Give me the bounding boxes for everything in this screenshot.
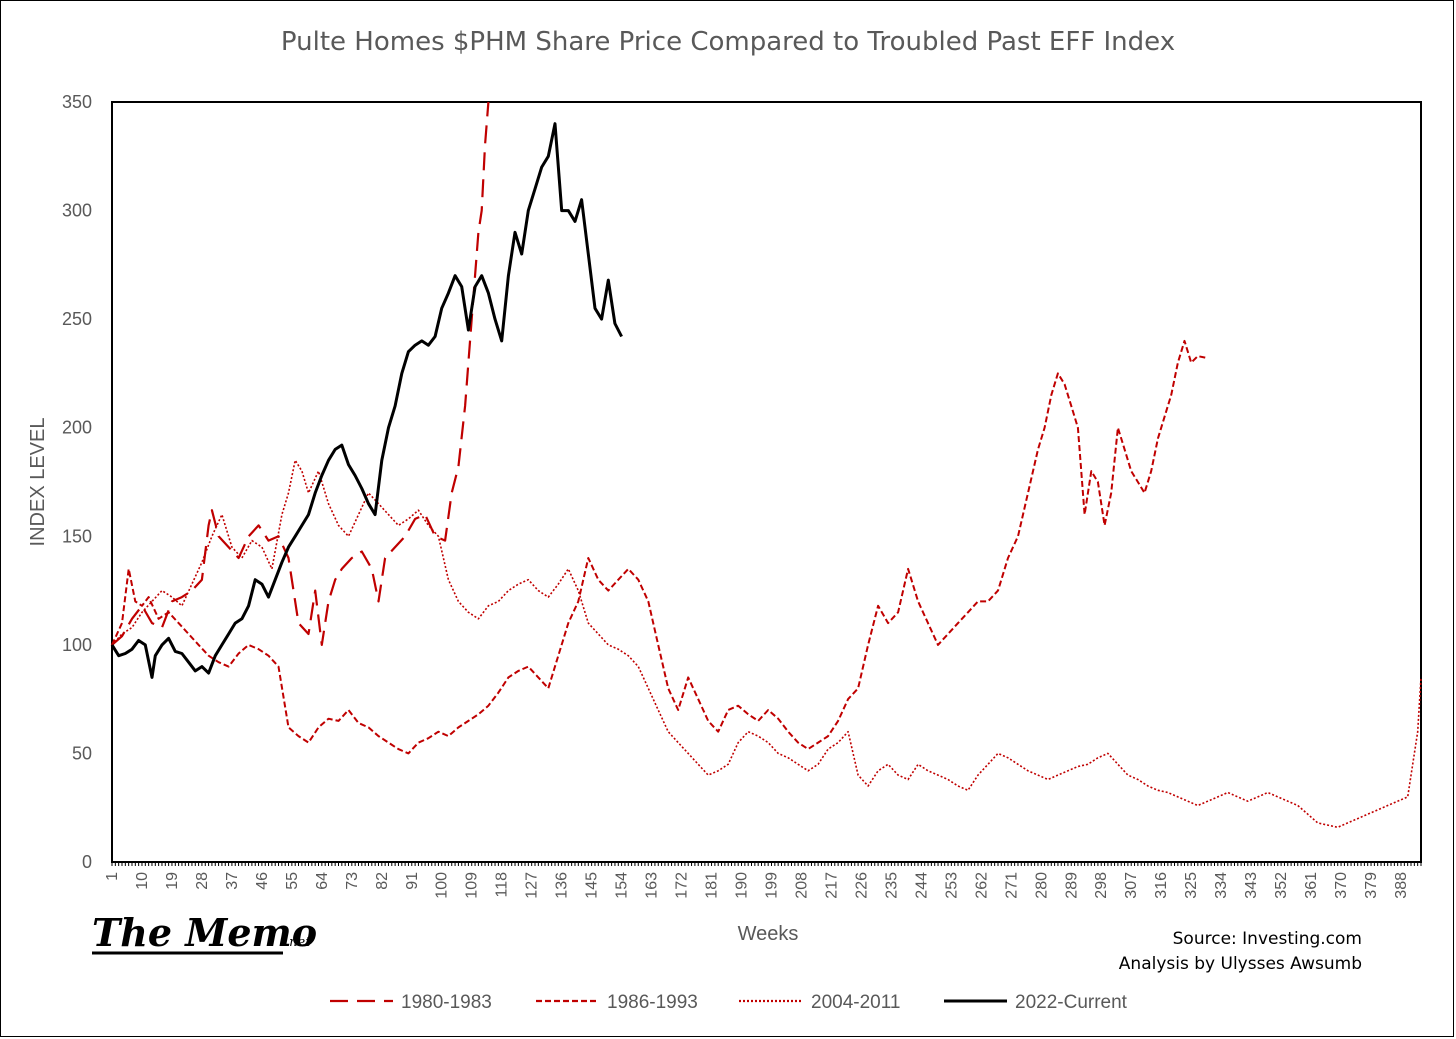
x-tick-label: 172 xyxy=(674,872,691,899)
x-tick-label: 280 xyxy=(1033,872,1050,899)
x-tick-label: 379 xyxy=(1363,872,1380,899)
x-tick-label: 118 xyxy=(494,872,511,898)
source-note: Source: Investing.com xyxy=(1173,929,1362,949)
x-tick-label: 298 xyxy=(1093,872,1110,899)
x-tick-label: 154 xyxy=(614,872,631,899)
x-tick-label: 208 xyxy=(793,872,810,899)
x-axis: 1 10 19 28 37 46 55 64 73 82 91 100 109 118 127 136 145 1… xyxy=(104,862,1422,899)
legend-label: 2022-Current xyxy=(1015,992,1128,1013)
x-tick-label: 217 xyxy=(823,872,840,899)
legend-item: 1986-1993 xyxy=(536,992,698,1013)
analysis-note: Analysis by Ulysses Awsumb xyxy=(1119,954,1362,974)
legend-item: 1980-1983 xyxy=(330,992,492,1013)
x-tick-label: 28 xyxy=(194,872,211,890)
x-tick-label: 181 xyxy=(704,872,721,899)
legend-label: 1980-1983 xyxy=(401,992,492,1013)
y-tick-label: 150 xyxy=(62,526,92,546)
legend-item: 2004-2011 xyxy=(739,992,900,1013)
x-tick-label: 316 xyxy=(1153,872,1170,899)
brand-logo: The Memo .net xyxy=(92,910,317,955)
x-tick-label: 73 xyxy=(344,872,361,890)
x-tick-label: 91 xyxy=(404,872,421,890)
x-tick-label: 235 xyxy=(883,872,900,899)
legend-label: 1986-1993 xyxy=(607,992,698,1013)
x-tick-label: 253 xyxy=(943,872,960,899)
x-tick-label: 10 xyxy=(134,872,151,890)
chart-title: Pulte Homes $PHM Share Price Compared to… xyxy=(281,27,1175,57)
x-tick-label: 262 xyxy=(973,872,990,899)
x-tick-label: 226 xyxy=(853,872,870,899)
y-axis-label: INDEX LEVEL xyxy=(27,418,49,547)
x-tick-label: 289 xyxy=(1063,872,1080,899)
series-line-2022-current xyxy=(110,122,623,679)
x-tick-label: 343 xyxy=(1243,872,1260,899)
x-tick-label: 271 xyxy=(1003,872,1020,899)
x-tick-label: 64 xyxy=(314,872,331,890)
x-tick-label: 127 xyxy=(524,872,541,899)
x-tick-label: 325 xyxy=(1183,872,1200,899)
logo-text: The Memo xyxy=(92,910,317,955)
y-tick-label: 300 xyxy=(62,201,92,221)
series-line-1986-1993 xyxy=(111,339,1209,755)
x-tick-label: 388 xyxy=(1393,872,1410,899)
series-line-1980-1983 xyxy=(111,101,490,647)
y-axis: 0 50 100 150 200 250 300 350 xyxy=(62,92,92,872)
x-axis-label: Weeks xyxy=(738,923,799,945)
y-tick-label: 250 xyxy=(62,309,92,329)
x-tick-label: 199 xyxy=(763,872,780,899)
x-tick-label: 163 xyxy=(644,872,661,899)
legend-label: 2004-2011 xyxy=(811,992,900,1013)
x-tick-label: 370 xyxy=(1333,872,1350,899)
x-tick-label: 145 xyxy=(584,872,601,899)
x-tick-label: 1 xyxy=(104,872,121,881)
x-tick-label: 109 xyxy=(464,872,481,899)
plot-area xyxy=(111,101,1422,863)
legend: 1980-1983 1986-1993 2004-2011 2022-Current xyxy=(330,992,1128,1013)
series-layer xyxy=(110,101,1422,829)
y-tick-label: 350 xyxy=(62,92,92,112)
x-tick-label: 82 xyxy=(374,872,391,890)
logo-suffix: .net xyxy=(285,935,311,950)
x-tick-label: 55 xyxy=(284,872,301,890)
y-tick-label: 100 xyxy=(62,635,92,655)
x-tick-label: 100 xyxy=(434,872,451,899)
x-tick-label: 361 xyxy=(1303,872,1320,899)
x-tick-label: 46 xyxy=(254,872,271,890)
x-tick-label: 307 xyxy=(1123,872,1140,899)
x-tick-label: 136 xyxy=(554,872,571,899)
x-tick-label: 352 xyxy=(1273,872,1290,899)
x-tick-label: 37 xyxy=(224,872,241,890)
x-tick-label: 19 xyxy=(164,872,181,890)
x-tick-label: 190 xyxy=(734,872,751,899)
legend-item: 2022-Current xyxy=(944,992,1128,1013)
y-tick-label: 200 xyxy=(62,418,92,438)
x-tick-label: 244 xyxy=(913,872,930,899)
x-tick-label: 334 xyxy=(1213,872,1230,899)
y-tick-label: 50 xyxy=(72,743,92,763)
y-tick-label: 0 xyxy=(82,852,92,872)
